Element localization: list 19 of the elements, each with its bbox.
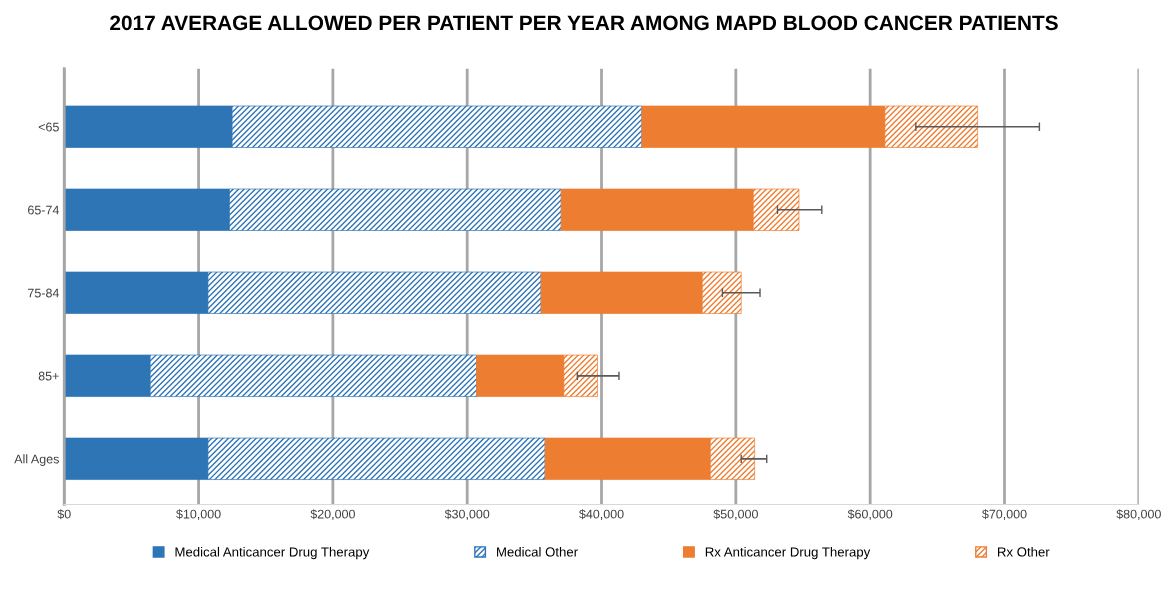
x-tick-label: $80,000 bbox=[1116, 509, 1161, 520]
y-tick-label: 85+ bbox=[38, 371, 59, 381]
x-tick-label: $40,000 bbox=[579, 509, 624, 520]
x-tick-label: $20,000 bbox=[310, 509, 355, 520]
y-tick-label: 65-74 bbox=[28, 205, 60, 215]
legend-label: Medical Other bbox=[497, 546, 578, 557]
y-tick-label: <65 bbox=[38, 122, 59, 132]
x-tick-label: $50,000 bbox=[713, 509, 758, 520]
x-tick-label: $60,000 bbox=[847, 509, 893, 520]
x-tick-label: $0 bbox=[57, 509, 71, 520]
x-tick-label: $30,000 bbox=[444, 509, 490, 520]
chart-title: 2017 AVERAGE ALLOWED PER PATIENT PER YEAR AMONG MAPD BLOOD CANCER PATIENTS bbox=[110, 15, 1058, 31]
x-tick-label: $70,000 bbox=[982, 509, 1027, 520]
y-tick-label: 75-84 bbox=[28, 288, 60, 298]
legend-label: Medical Anticancer Drug Therapy bbox=[175, 546, 370, 560]
legend-label: Rx Anticancer Drug Therapy bbox=[705, 546, 871, 560]
x-tick-label: $10,000 bbox=[176, 509, 221, 520]
y-tick-label: All Ages bbox=[14, 454, 59, 466]
legend-label: Rx Other bbox=[997, 546, 1050, 557]
